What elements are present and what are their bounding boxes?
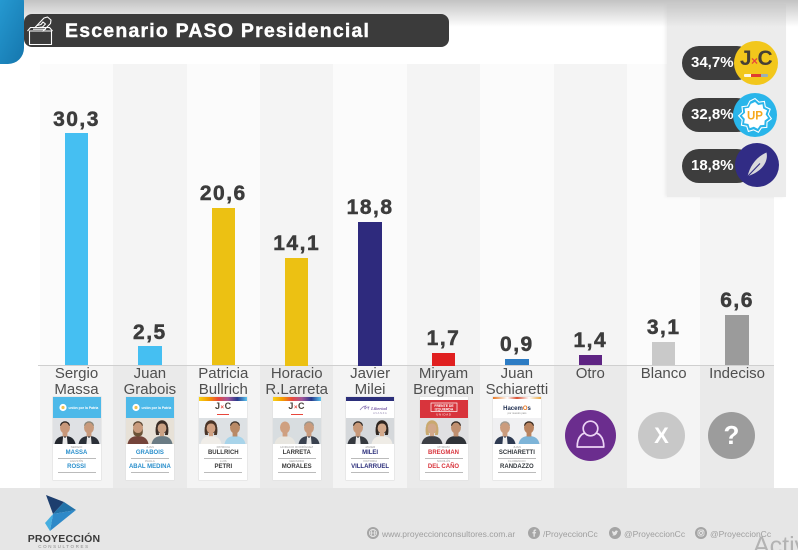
- svg-text:por nuestro país: por nuestro país: [508, 411, 527, 415]
- svg-text:UNIDAD: UNIDAD: [436, 412, 452, 416]
- svg-text:IZQUIERDA: IZQUIERDA: [434, 407, 453, 411]
- svg-text:AVANZA: AVANZA: [373, 411, 387, 415]
- svg-text:FRENTE DE: FRENTE DE: [434, 403, 454, 407]
- svg-text:unión por la Patria: unión por la Patria: [68, 406, 98, 410]
- svg-text:Libertad: Libertad: [370, 406, 388, 411]
- svg-text:unión por la Patria: unión por la Patria: [141, 406, 171, 410]
- svg-text:HacemOs: HacemOs: [503, 406, 531, 412]
- svg-text:UP: UP: [747, 110, 763, 122]
